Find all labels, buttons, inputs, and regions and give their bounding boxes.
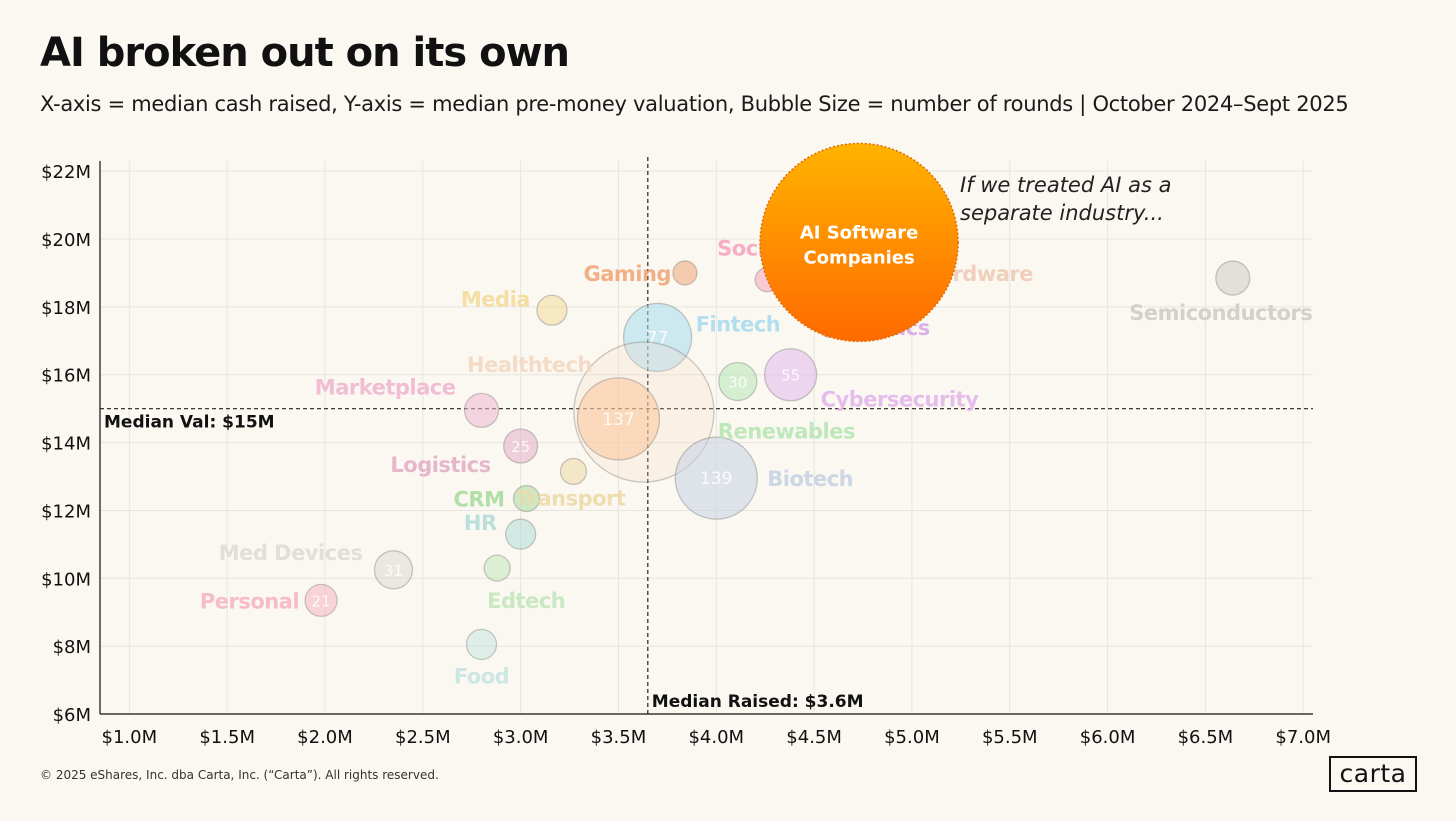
bubble-edtech [483,554,511,582]
x-tick-label: $1.5M [199,727,255,748]
x-tick-label: $5.0M [884,727,940,748]
median-lines [100,157,1313,714]
bubble-label-layer: GamingSocialMediaFintechAnalyticsHardwar… [200,237,1313,689]
bubble-cybersecurity [763,348,818,402]
bubble-count-fintech: 77 [647,328,669,348]
bubble-label-cybersecurity: Cybersecurity [821,388,979,412]
x-tick-label: $2.0M [297,727,353,748]
bubble-biotech [674,436,758,520]
page-title: AI broken out on its own [40,30,570,76]
y-tick-label: $18M [41,298,91,319]
bubble-label-marketplace: Marketplace [315,375,456,399]
bubble-label-food: Food [454,664,509,688]
bubble-logistics [502,428,539,464]
bubble-label-edtech: Edtech [487,589,565,613]
annotation-text: If we treated AI as a [960,173,1171,197]
bubble-count-biotech: 139 [700,469,732,489]
bubble-label-gaming: Gaming [583,262,670,286]
bubble-count-renewables: 30 [728,374,747,392]
x-tick-label: $6.5M [1178,727,1234,748]
bubble-marketplace [463,392,500,429]
bubble-fintech [622,302,693,373]
bubble-label-healthtech: Healthtech [467,353,592,377]
carta-logo: carta [1329,756,1417,792]
ai-software-label-line: AI Software [800,222,919,243]
bubble-label-fintech: Fintech [696,312,781,336]
x-tick-label: $7.0M [1275,727,1331,748]
bubble-hr [504,518,537,550]
bubble-label-crm: CRM [454,488,505,512]
bubble-crm [512,484,541,513]
bubble-label-hr: HR [464,511,497,535]
bubble-label-semiconductors: Semiconductors [1129,301,1312,325]
y-tick-label: $12M [41,501,91,522]
bubble-ai-infrastructure [576,377,661,461]
bubble-label-transport: Transport [516,486,626,510]
bubble-layer: 77 137 30 55 25 139 31 21 [304,260,1251,661]
bubble-count-logistics: 25 [511,438,530,456]
bubble-gaming [672,260,698,286]
y-tick-label: $16M [41,366,91,387]
y-tick-label: $10M [41,569,91,590]
y-tick-label: $22M [41,162,91,183]
bubble-food [465,628,498,661]
bubble-label-logistics: Logistics [390,453,490,477]
x-tick-label: $3.5M [591,727,647,748]
bubble-label-biotech: Biotech [767,467,853,491]
bubble-label-renewables: Renewables [718,420,855,444]
bubble-renewables [718,361,758,402]
x-tick-label: $2.5M [395,727,451,748]
annotation-text: separate industry... [960,201,1164,225]
median-valuation-label: Median Val: $15M [104,413,275,433]
bubble-med-devices [373,550,414,590]
y-tick-label: $20M [41,230,91,251]
y-tick-label: $6M [53,705,91,726]
axes: $1.0M $1.5M $2.0M $2.5M $3.0M $3.5M $4.0M $4.5M… [41,161,1331,748]
bubble-media [536,294,568,326]
x-tick-label: $5.5M [982,727,1038,748]
bubble-transport [559,457,588,486]
copyright-footer: © 2025 eShares, Inc. dba Carta, Inc. (“C… [40,768,439,782]
bubble-count-med-devices: 31 [384,562,403,580]
x-tick-label: $3.0M [493,727,549,748]
y-tick-label: $14M [41,434,91,455]
page-subtitle: X-axis = median cash raised, Y-axis = me… [40,92,1349,116]
bubble-personal [304,583,338,617]
bubble-semiconductors [1215,260,1251,296]
ai-software-label-line: Companies [803,247,914,268]
bubble-count-personal: 21 [312,592,331,610]
bubble-count-cybersecurity: 55 [781,367,800,385]
median-raised-label: Median Raised: $3.6M [652,692,864,712]
highlight-layer: AI Software Companies If we treated AI as … [759,142,1171,343]
y-tick-label: $8M [53,637,91,658]
ai-software-bubble [759,142,959,343]
x-tick-label: $1.0M [102,727,158,748]
bubble-label-personal: Personal [200,589,299,613]
bubble-count-ai-infrastructure: 137 [602,410,634,430]
x-tick-label: $4.5M [786,727,842,748]
bubble-label-media: Media [461,287,530,311]
x-tick-label: $4.0M [688,727,744,748]
bubble-label-med-devices: Med Devices [219,541,363,565]
x-tick-label: $6.0M [1080,727,1136,748]
